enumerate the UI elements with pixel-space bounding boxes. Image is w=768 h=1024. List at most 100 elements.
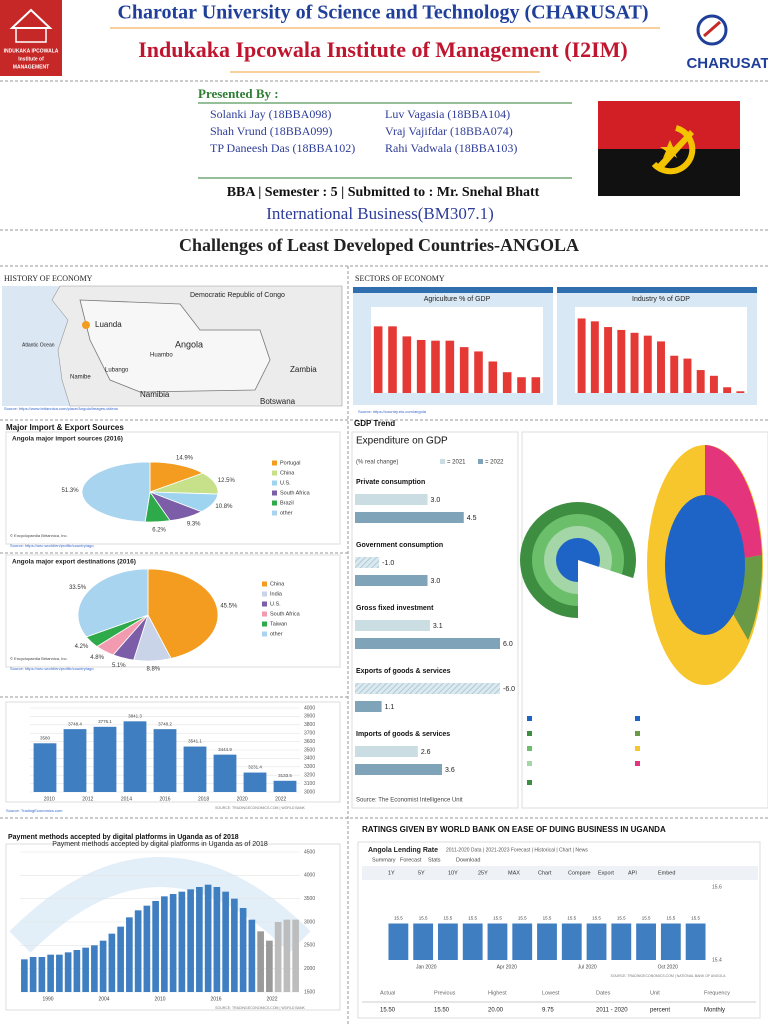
legend-swatch xyxy=(527,761,532,766)
slice-label: 6.2% xyxy=(152,527,166,533)
bar xyxy=(21,959,28,992)
legend-swatch xyxy=(440,459,445,464)
value-label: -6.0 xyxy=(503,686,515,693)
map-label: Democratic Republic of Congo xyxy=(190,292,285,299)
toolbar-item: 1Y xyxy=(388,870,395,876)
bar xyxy=(355,764,442,775)
plot-area xyxy=(371,307,543,393)
value-label: 1.1 xyxy=(385,704,395,711)
value-label: 3580 xyxy=(40,735,51,740)
legend-label: = 2021 xyxy=(447,460,466,466)
flag-emblem xyxy=(660,140,680,158)
legend-swatch xyxy=(262,581,267,587)
toolbar xyxy=(362,866,758,880)
table-cell: Monthly xyxy=(704,1008,725,1014)
chart-title: Expenditure on GDP xyxy=(356,436,448,447)
bar xyxy=(204,884,212,992)
bar xyxy=(117,926,124,992)
section-label: Payment methods accepted by digital plat… xyxy=(8,834,239,841)
submission: BBA | Semester : 5 | Submitted to : Mr. … xyxy=(227,185,540,200)
x-tick-label: Apr 2020 xyxy=(497,964,518,970)
bar xyxy=(355,620,430,631)
logo-icon xyxy=(703,20,721,38)
toolbar-item: API xyxy=(628,870,637,876)
logo-icon xyxy=(15,27,47,43)
y-tick-label: 3000 xyxy=(304,789,315,795)
y-tick-label: 3500 xyxy=(304,896,315,902)
y-tick-label: 3500 xyxy=(304,747,315,753)
value-label: 15.5 xyxy=(666,916,675,921)
bar xyxy=(231,898,238,992)
map-label: Luanda xyxy=(95,320,122,329)
institute-title: Indukaka Ipcowala Institute of Managemen… xyxy=(138,37,628,62)
bar xyxy=(169,894,177,992)
legend-swatch xyxy=(527,780,532,785)
logo-text: INDUKAKA IPCOWALA xyxy=(4,48,59,54)
y-tick-label: 3200 xyxy=(304,773,315,779)
value-label: 3.1 xyxy=(433,623,443,630)
value-label: 15.5 xyxy=(394,916,403,921)
chart-title: Angola major export destinations (2016) xyxy=(12,559,136,566)
bar xyxy=(273,780,297,792)
bar xyxy=(126,917,133,992)
toolbar-item: Embed xyxy=(658,870,675,876)
bar xyxy=(402,336,412,393)
value-label: 15.5 xyxy=(518,916,527,921)
panel-header xyxy=(353,287,553,293)
pie-slice xyxy=(147,568,219,659)
legend-swatch xyxy=(635,761,640,766)
bar xyxy=(431,340,440,393)
value-label: 15.5 xyxy=(617,916,626,921)
toolbar-item: 25Y xyxy=(478,870,488,876)
toolbar-item: Compare xyxy=(568,870,591,876)
value-label: 15.5 xyxy=(543,916,552,921)
bar xyxy=(660,923,681,960)
x-tick-label: 2010 xyxy=(44,796,55,802)
table-cell: 20.00 xyxy=(488,1008,504,1014)
legend-swatch xyxy=(262,611,267,617)
map-angola xyxy=(79,299,271,393)
y-tick-label: 4000 xyxy=(304,705,315,711)
flag-emblem xyxy=(651,125,696,175)
slice-label: 9.3% xyxy=(187,521,201,527)
bar xyxy=(438,923,458,960)
legend-swatch xyxy=(635,716,640,721)
bar xyxy=(355,512,464,523)
bar xyxy=(257,931,264,992)
bar xyxy=(178,891,186,992)
sunburst-core xyxy=(665,495,745,635)
member: TP Daneesh Das (18BBA102) xyxy=(210,141,355,155)
bar xyxy=(462,923,483,960)
bar xyxy=(611,923,632,960)
tab: Stats xyxy=(428,857,441,863)
legend-swatch xyxy=(262,621,267,627)
bar xyxy=(266,940,273,992)
section-label: Major Import & Export Sources xyxy=(6,423,124,432)
pie-slice xyxy=(77,568,149,638)
bar xyxy=(445,340,455,393)
bar xyxy=(93,726,117,792)
legend-swatch xyxy=(635,731,640,736)
slice-label: 33.5% xyxy=(69,585,87,591)
slice-label: 51.3% xyxy=(62,488,80,494)
bar xyxy=(91,945,98,992)
x-tick-label: 2022 xyxy=(266,996,277,1002)
bar xyxy=(161,896,168,992)
bar xyxy=(512,923,533,960)
legend-swatch xyxy=(527,746,532,751)
legend-label: U.S. xyxy=(270,601,281,607)
member: Solanki Jay (18BBA098) xyxy=(210,107,331,121)
value-label: 15.5 xyxy=(642,916,651,921)
logo-text: MANAGEMENT xyxy=(13,64,49,70)
table-header: Previous xyxy=(434,990,456,996)
bar xyxy=(474,351,483,393)
x-tick-label: 2016 xyxy=(210,996,221,1002)
value-label: 15.5 xyxy=(567,916,576,921)
bar xyxy=(517,377,526,393)
legend-label: China xyxy=(280,470,295,476)
member: Rahi Vadwala (18BBA103) xyxy=(385,141,517,155)
slice-label: 10.8% xyxy=(215,504,233,510)
bar xyxy=(561,923,582,960)
